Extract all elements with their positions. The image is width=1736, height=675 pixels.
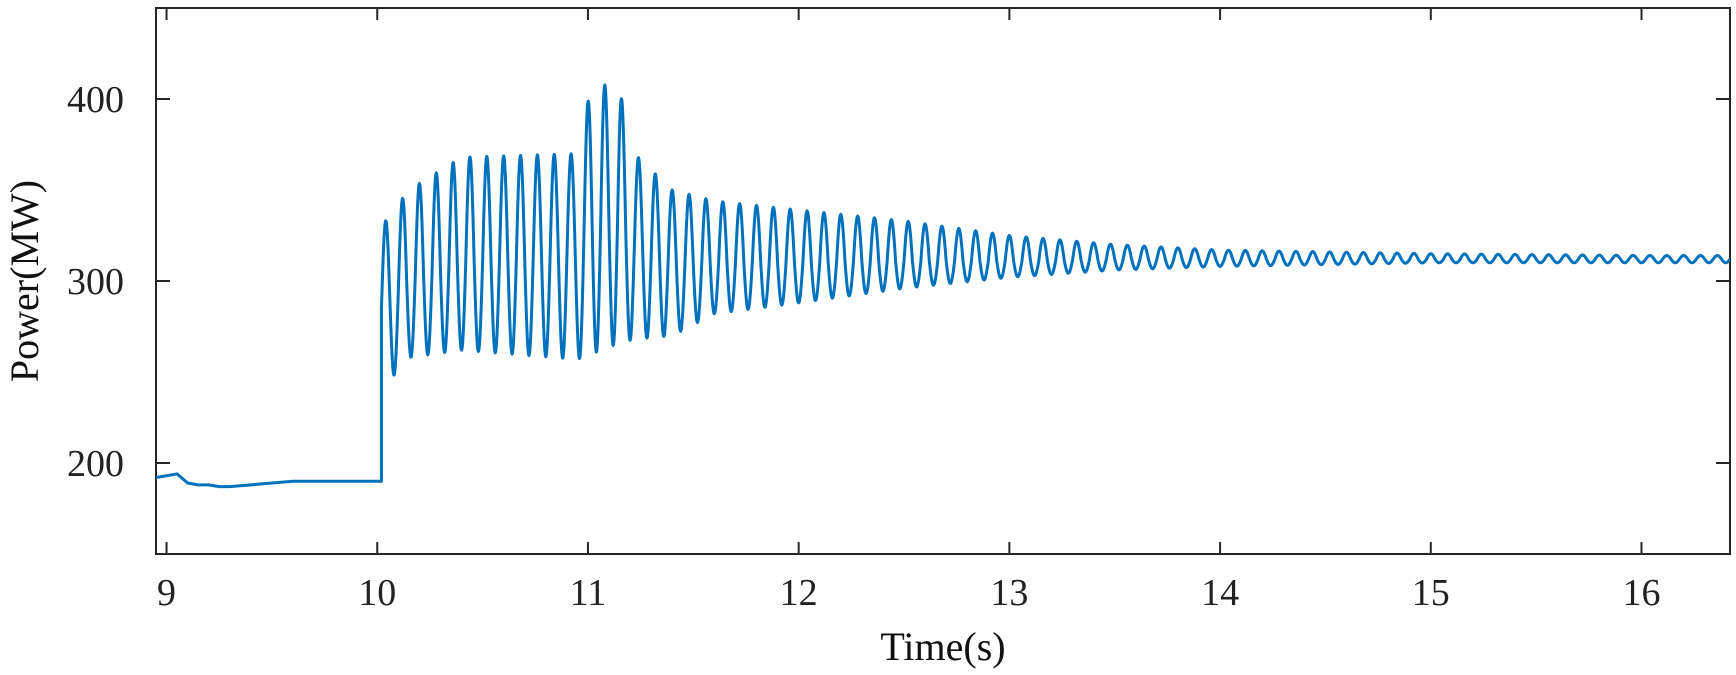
y-tick-label: 400 — [67, 79, 124, 121]
y-axis-label: Power(MW) — [2, 180, 47, 382]
x-tick-label: 13 — [990, 572, 1028, 614]
y-axis-ticks: 200 300 400 — [67, 79, 1730, 485]
y-tick-label: 300 — [67, 261, 124, 303]
power-series-line — [156, 83, 1730, 489]
x-tick-label: 10 — [358, 572, 396, 614]
x-axis-ticks: 9 10 11 12 13 14 15 16 — [157, 8, 1661, 614]
x-tick-label: 16 — [1623, 572, 1661, 614]
x-tick-label: 15 — [1412, 572, 1450, 614]
x-tick-label: 11 — [570, 572, 607, 614]
x-tick-label: 14 — [1201, 572, 1239, 614]
x-axis-label: Time(s) — [880, 624, 1005, 669]
x-tick-label: 12 — [780, 572, 818, 614]
series-layer — [156, 83, 1730, 489]
x-tick-label: 9 — [157, 572, 176, 614]
y-tick-label: 200 — [67, 443, 124, 485]
plot-frame — [155, 7, 1731, 555]
